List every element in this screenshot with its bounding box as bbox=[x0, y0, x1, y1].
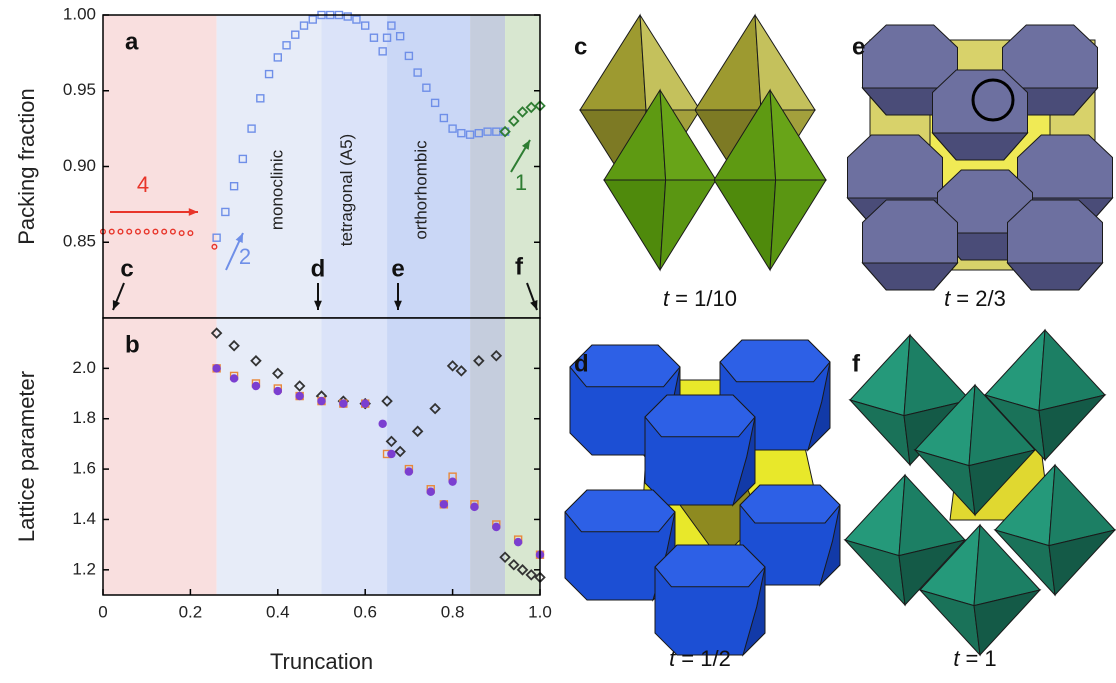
caption-variable: t bbox=[669, 646, 676, 671]
y-tick-label: 1.2 bbox=[72, 559, 96, 578]
facet bbox=[640, 15, 700, 110]
annotation: c bbox=[120, 255, 133, 282]
phase-region bbox=[217, 318, 322, 595]
data-point bbox=[427, 488, 434, 495]
facet bbox=[740, 485, 840, 523]
x-tick-label: 0 bbox=[98, 602, 107, 621]
data-point bbox=[493, 524, 500, 531]
data-point bbox=[449, 478, 456, 485]
panel-label: a bbox=[125, 28, 139, 55]
annotation: 2 bbox=[239, 244, 251, 269]
facet bbox=[660, 180, 716, 270]
phase-label: monoclinic bbox=[267, 149, 286, 230]
annotation: f bbox=[515, 253, 524, 280]
caption: t= 2/3 bbox=[944, 286, 1006, 311]
facet bbox=[755, 15, 815, 110]
phase-region bbox=[505, 318, 540, 595]
panel-label: c bbox=[574, 33, 587, 60]
y-tick-label: 0.95 bbox=[63, 80, 96, 99]
facet bbox=[580, 15, 646, 110]
caption: t= 1/10 bbox=[663, 286, 737, 311]
facet bbox=[1008, 263, 1103, 290]
facet bbox=[770, 180, 826, 270]
y-tick-label: 0.85 bbox=[63, 232, 96, 251]
caption-variable: t bbox=[944, 286, 951, 311]
y-tick-label: 1.4 bbox=[72, 509, 96, 528]
data-point bbox=[440, 501, 447, 508]
annotation: e bbox=[391, 255, 404, 282]
x-tick-label: 1.0 bbox=[528, 602, 552, 621]
x-axis-title: Truncation bbox=[270, 649, 373, 674]
annotation: 1 bbox=[515, 170, 527, 195]
data-point bbox=[231, 375, 238, 382]
x-tick-label: 0.8 bbox=[441, 602, 465, 621]
y-tick-label: 1.6 bbox=[72, 459, 96, 478]
facet bbox=[695, 15, 761, 110]
phase-label: tetragonal (A5) bbox=[337, 134, 356, 246]
phase-label: orthorhombic bbox=[411, 140, 430, 240]
data-point bbox=[515, 539, 522, 546]
x-tick-label: 0.2 bbox=[179, 602, 203, 621]
caption-variable: t bbox=[663, 286, 670, 311]
caption-value: = 1 bbox=[965, 646, 996, 671]
data-point bbox=[362, 400, 369, 407]
data-point bbox=[213, 365, 220, 372]
x-tick-label: 0.4 bbox=[266, 602, 290, 621]
phase-region bbox=[470, 15, 505, 318]
phase-region bbox=[103, 318, 217, 595]
x-tick-label: 0.6 bbox=[353, 602, 377, 621]
caption-value: = 2/3 bbox=[956, 286, 1006, 311]
data-point bbox=[471, 503, 478, 510]
panel-label: f bbox=[852, 350, 861, 377]
y-axis-title: Packing fraction bbox=[14, 88, 39, 245]
panel-label: b bbox=[125, 331, 140, 358]
caption: t= 1 bbox=[953, 646, 996, 671]
y-tick-label: 2.0 bbox=[72, 358, 96, 377]
caption-value: = 1/10 bbox=[675, 286, 737, 311]
data-point bbox=[274, 388, 281, 395]
facet bbox=[604, 180, 666, 270]
data-point bbox=[318, 398, 325, 405]
y-axis-title: Lattice parameter bbox=[14, 371, 39, 542]
facet bbox=[655, 545, 765, 587]
caption-value: = 1/2 bbox=[681, 646, 731, 671]
facet bbox=[645, 395, 755, 437]
data-point bbox=[379, 420, 386, 427]
data-point bbox=[296, 393, 303, 400]
phase-region bbox=[322, 318, 388, 595]
data-point bbox=[252, 382, 259, 389]
facet bbox=[714, 180, 776, 270]
data-point bbox=[388, 450, 395, 457]
caption-variable: t bbox=[953, 646, 960, 671]
panel-label: e bbox=[852, 33, 865, 60]
y-tick-label: 1.00 bbox=[63, 4, 96, 23]
facet bbox=[720, 340, 830, 382]
y-tick-label: 1.8 bbox=[72, 408, 96, 427]
annotation: 4 bbox=[137, 172, 149, 197]
data-point bbox=[340, 400, 347, 407]
y-tick-label: 0.90 bbox=[63, 156, 96, 175]
annotation: d bbox=[311, 255, 326, 282]
figure: 0.850.900.951.00monoclinictetragonal (A5… bbox=[0, 0, 1116, 683]
panel-label: d bbox=[574, 350, 589, 377]
data-point bbox=[405, 468, 412, 475]
facet bbox=[565, 490, 675, 532]
